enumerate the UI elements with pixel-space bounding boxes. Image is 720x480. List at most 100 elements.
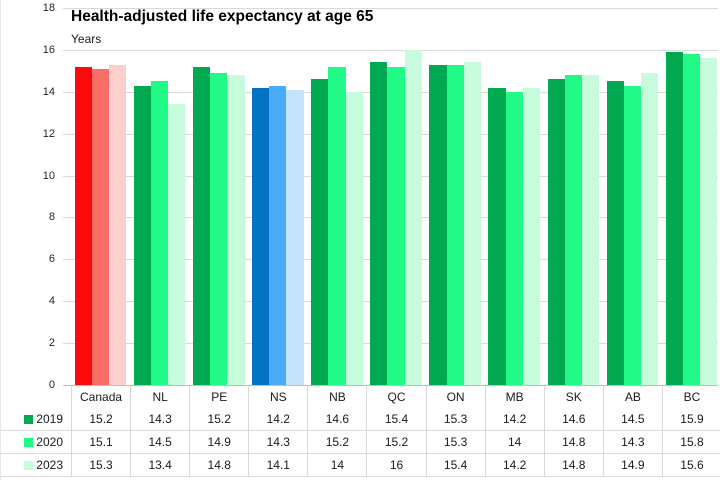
category-header-sk: SK (543, 386, 603, 408)
category-header-bc: BC (661, 386, 720, 408)
category-header-on: ON (425, 386, 485, 408)
bar-sk-2020 (564, 75, 582, 385)
bar-group-ns (248, 8, 307, 385)
bar-pe-2019 (192, 66, 211, 385)
value-cell-on-2019: 15.3 (425, 408, 485, 431)
value-cell-nl-2020: 14.5 (130, 431, 190, 454)
value-cell-bc-2023: 15.6 (661, 454, 720, 477)
legend-swatch-2020 (24, 437, 34, 447)
legend-row-label-2020: 2020 (1, 431, 71, 454)
bar-group-ab (603, 8, 662, 385)
value-cell-sk-2019: 14.6 (543, 408, 603, 431)
value-cell-ns-2020: 14.3 (248, 431, 308, 454)
y-axis-tick-label: 12 (42, 127, 55, 140)
bar-nb-2023 (345, 91, 363, 385)
category-header-nl: NL (130, 386, 189, 408)
bar-nb-2020 (328, 66, 346, 385)
y-axis-tick-label: 0 (48, 379, 55, 391)
bar-on-2023 (463, 62, 481, 385)
series-year-label: 2020 (36, 435, 63, 449)
y-axis-tick-label: 16 (42, 43, 55, 56)
bar-ns-2020 (269, 85, 287, 385)
value-cell-mb-2023: 14.2 (484, 454, 544, 477)
value-cell-ns-2019: 14.2 (248, 408, 308, 431)
value-cell-pe-2020: 14.9 (189, 431, 249, 454)
bar-pe-2023 (227, 75, 245, 385)
value-cell-qc-2019: 15.4 (366, 408, 426, 431)
bar-ab-2019 (606, 81, 624, 385)
value-cell-pe-2023: 14.8 (189, 454, 249, 477)
legend-swatch-2023 (24, 460, 34, 470)
data-table: Canada NL PE NS NB QC ON MB SK AB BC 2019 15.2 14.3 15… (1, 386, 720, 477)
bar-on-2020 (446, 64, 464, 385)
value-cell-sk-2020: 14.8 (543, 431, 603, 454)
category-header-ab: AB (602, 386, 662, 408)
bar-ns-2019 (252, 87, 270, 385)
bar-group-bc (662, 8, 720, 385)
bar-sk-2023 (581, 75, 600, 385)
y-axis-tick-label: 8 (48, 211, 55, 224)
bar-group-pe (189, 8, 248, 385)
chart-unit-label: Years (71, 32, 102, 46)
bar-nl-2023 (168, 104, 186, 385)
value-cell-ab-2019: 14.5 (602, 408, 662, 431)
x-axis-line (63, 385, 718, 386)
bar-sk-2019 (547, 79, 565, 385)
y-axis-tick-label: 18 (42, 2, 55, 14)
legend-swatch-2019 (24, 414, 34, 424)
y-axis-tick-label: 2 (48, 337, 55, 350)
value-cell-nb-2019: 14.6 (307, 408, 367, 431)
bar-group-canada (71, 8, 130, 385)
bar-nb-2019 (311, 79, 329, 385)
bar-group-nl (130, 8, 189, 385)
bar-ns-2023 (286, 89, 304, 385)
bar-bc-2023 (700, 58, 718, 385)
table-corner-cell (1, 386, 71, 408)
bar-qc-2019 (370, 62, 388, 385)
bar-group-nb (307, 8, 366, 385)
value-cell-mb-2020: 14 (484, 431, 544, 454)
y-axis-tick-label: 14 (42, 85, 55, 98)
legend-row-label-2019: 2019 (1, 408, 71, 431)
y-axis-tick-label: 6 (48, 253, 55, 266)
bar-nl-2020 (151, 81, 169, 385)
bar-nl-2019 (133, 85, 152, 385)
series-year-label: 2019 (36, 412, 63, 426)
chart-title: Health-adjusted life expectancy at age 6… (71, 8, 374, 25)
plot-area (71, 8, 720, 385)
value-cell-ab-2020: 14.3 (602, 431, 662, 454)
value-cell-nb-2020: 15.2 (307, 431, 367, 454)
category-header-ns: NS (248, 386, 307, 408)
value-cell-mb-2019: 14.2 (484, 408, 544, 431)
value-cell-sk-2023: 14.8 (543, 454, 603, 477)
bar-canada-2019 (74, 66, 92, 385)
value-cell-on-2020: 15.3 (425, 431, 485, 454)
y-axis-tick-label: 4 (48, 295, 55, 308)
bar-group-mb (485, 8, 544, 385)
bar-mb-2020 (505, 91, 523, 385)
category-header-nb: NB (307, 386, 366, 408)
bar-qc-2020 (387, 66, 405, 385)
value-cell-nl-2019: 14.3 (130, 408, 190, 431)
bar-group-sk (544, 8, 603, 385)
bar-ab-2020 (623, 85, 641, 385)
bar-on-2019 (429, 64, 447, 385)
category-header-canada: Canada (71, 386, 130, 408)
bar-ab-2023 (640, 72, 659, 385)
category-header-qc: QC (366, 386, 425, 408)
value-cell-qc-2020: 15.2 (366, 431, 426, 454)
value-cell-canada-2023: 15.3 (71, 454, 131, 477)
bar-group-qc (366, 8, 425, 385)
value-cell-bc-2019: 15.9 (661, 408, 720, 431)
value-cell-ns-2023: 14.1 (248, 454, 308, 477)
value-cell-ab-2023: 14.9 (602, 454, 662, 477)
gridline (63, 8, 718, 9)
bar-pe-2020 (210, 72, 228, 385)
category-header-pe: PE (189, 386, 248, 408)
legend-row-label-2023: 2023 (1, 454, 71, 477)
bar-mb-2019 (488, 87, 506, 385)
value-cell-on-2023: 15.4 (425, 454, 485, 477)
value-cell-qc-2023: 16 (366, 454, 426, 477)
value-cell-canada-2019: 15.2 (71, 408, 131, 431)
